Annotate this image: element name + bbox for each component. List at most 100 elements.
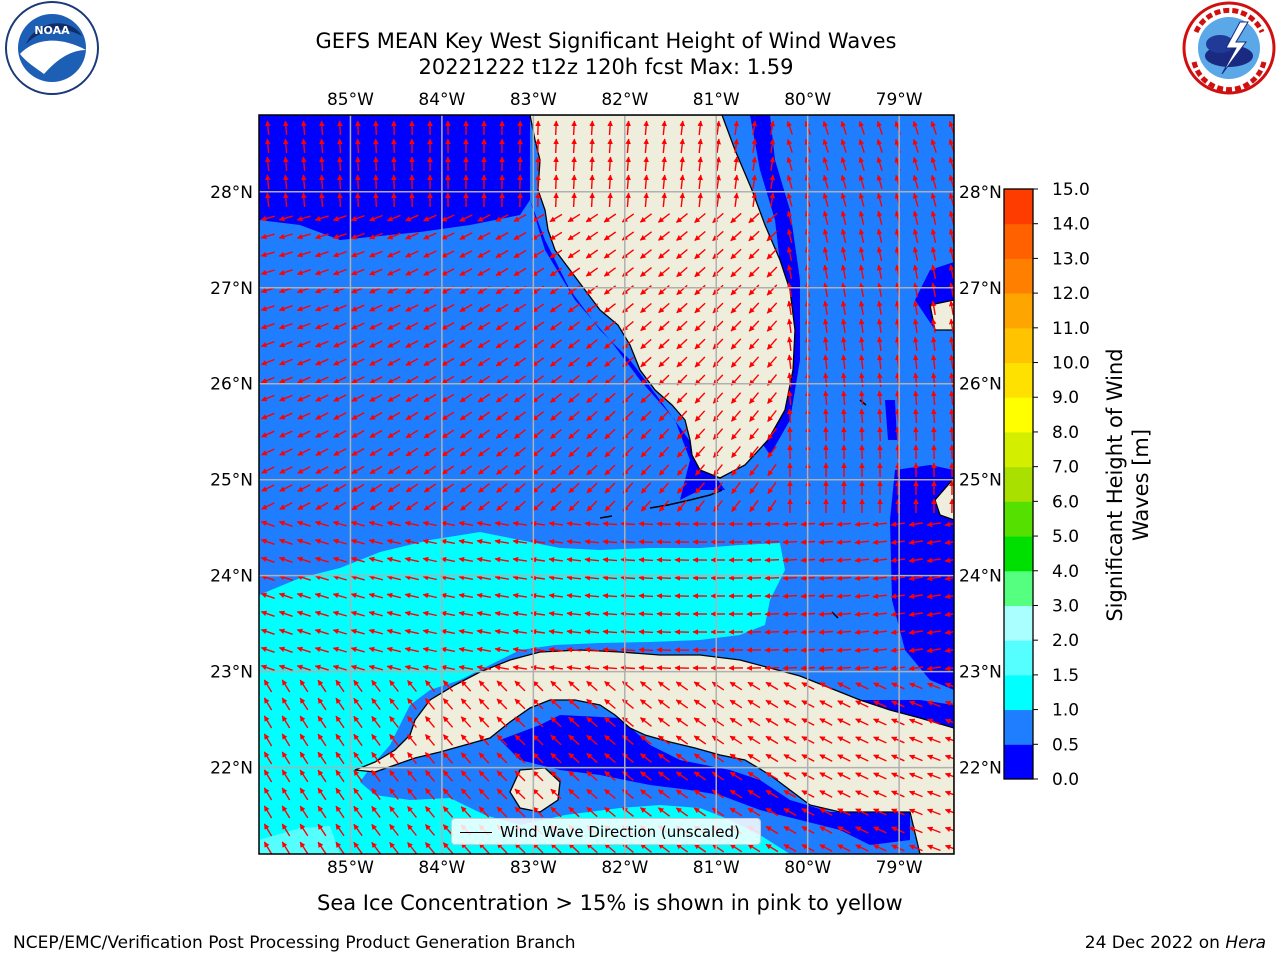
wave-arrow: [355, 120, 361, 136]
wave-arrow: [265, 192, 271, 208]
wave-arrow: [566, 538, 582, 545]
wave-arrow: [460, 770, 472, 782]
wave-arrow: [441, 232, 455, 240]
wave-arrow: [405, 411, 419, 421]
wave-arrow: [441, 483, 455, 493]
wave-arrow: [550, 464, 562, 476]
colorbar-segment: [1004, 501, 1033, 537]
wave-arrow: [823, 408, 829, 424]
wave-arrow: [532, 500, 544, 512]
wave-arrow: [350, 592, 365, 599]
colorbar-title-line2: Waves [m]: [1129, 428, 1153, 542]
wave-arrow: [638, 557, 654, 563]
wave-arrow: [658, 231, 670, 241]
colorbar-tick-label: 9.0: [1052, 388, 1079, 408]
wave-arrow: [263, 679, 273, 693]
wave-arrow: [568, 734, 580, 746]
wave-arrow: [478, 806, 490, 818]
wave-arrow: [405, 447, 419, 457]
wave-arrow: [317, 841, 327, 854]
wave-arrow: [315, 358, 329, 366]
legend-line-icon: [460, 832, 492, 833]
lon-tick-label-bottom: 83°W: [510, 858, 557, 878]
wave-arrow: [459, 303, 473, 313]
wave-arrow: [353, 823, 363, 837]
wave-arrow: [548, 574, 563, 581]
wave-arrow: [424, 680, 436, 692]
lon-tick-label-bottom: 84°W: [418, 858, 465, 878]
wave-arrow: [550, 500, 562, 512]
lat-tick-label-right: 24°N: [959, 567, 1002, 587]
wave-arrow: [584, 629, 600, 635]
footer-date: 24 Dec 2022 on: [1084, 933, 1220, 953]
wave-arrow: [679, 120, 686, 136]
wave-arrow: [296, 340, 311, 348]
wave-arrow: [332, 664, 347, 671]
wave-arrow: [764, 593, 780, 599]
wave-arrow: [278, 233, 293, 240]
wave-arrow: [658, 464, 670, 476]
wave-arrow: [604, 770, 616, 782]
wave-arrow: [495, 393, 509, 403]
wave-arrow: [371, 751, 381, 765]
wave-arrow: [387, 322, 401, 330]
wave-arrow: [513, 339, 527, 349]
wave-arrow: [296, 574, 311, 581]
wave-arrow: [602, 629, 618, 635]
wave-arrow: [477, 375, 491, 385]
wave-arrow: [589, 174, 595, 190]
wave-arrow: [260, 628, 275, 635]
wave-arrow: [265, 138, 271, 154]
wave-arrow: [586, 410, 598, 422]
wave-arrow: [548, 646, 563, 653]
wave-arrow: [299, 769, 309, 783]
wave-arrow: [566, 556, 582, 563]
wave-arrow: [368, 664, 383, 671]
wave-arrow: [643, 120, 649, 136]
wave-arrow: [656, 593, 672, 599]
wave-arrow: [566, 664, 582, 671]
wave-arrow: [495, 375, 509, 385]
wave-arrow: [567, 303, 581, 313]
wave-arrow: [423, 447, 437, 457]
wave-arrow: [818, 521, 834, 527]
wave-arrow: [818, 611, 834, 617]
wave-arrow: [638, 575, 654, 581]
wave-arrow: [568, 375, 580, 385]
wave-arrow: [350, 232, 365, 240]
wave-arrow: [332, 628, 347, 635]
wave-arrow: [676, 446, 688, 458]
wave-arrow: [296, 664, 311, 671]
wave-arrow: [315, 466, 329, 474]
wave-arrow: [568, 428, 580, 440]
lon-tick-label-top: 82°W: [601, 90, 648, 110]
wave-arrow: [369, 322, 383, 330]
wave-arrow: [278, 251, 293, 258]
wave-arrow: [368, 520, 383, 527]
wave-arrow: [532, 464, 544, 476]
colorbar-segment: [1004, 189, 1033, 225]
wave-arrow: [640, 428, 652, 440]
wave-arrow: [643, 174, 649, 190]
wave-arrow: [787, 426, 793, 442]
wave-arrow: [387, 304, 401, 312]
wave-arrow: [513, 267, 527, 277]
wave-arrow: [296, 304, 311, 312]
wave-arrow: [625, 156, 631, 172]
wave-arrow: [371, 769, 381, 783]
wave-arrow: [585, 267, 599, 277]
colorbar-tick-label: 15.0: [1052, 180, 1090, 200]
wave-arrow: [640, 267, 652, 277]
wave-arrow: [568, 698, 580, 710]
wave-arrow: [676, 392, 688, 404]
wave-arrow: [661, 192, 667, 208]
wave-arrow: [407, 806, 417, 818]
wave-arrow: [604, 428, 616, 440]
wave-arrow: [332, 592, 347, 599]
wave-arrow: [604, 752, 616, 764]
wave-arrow: [604, 338, 616, 350]
wave-arrow: [607, 120, 613, 136]
wave-arrow: [550, 806, 562, 818]
wave-arrow: [332, 646, 347, 653]
wave-arrow: [297, 448, 311, 456]
